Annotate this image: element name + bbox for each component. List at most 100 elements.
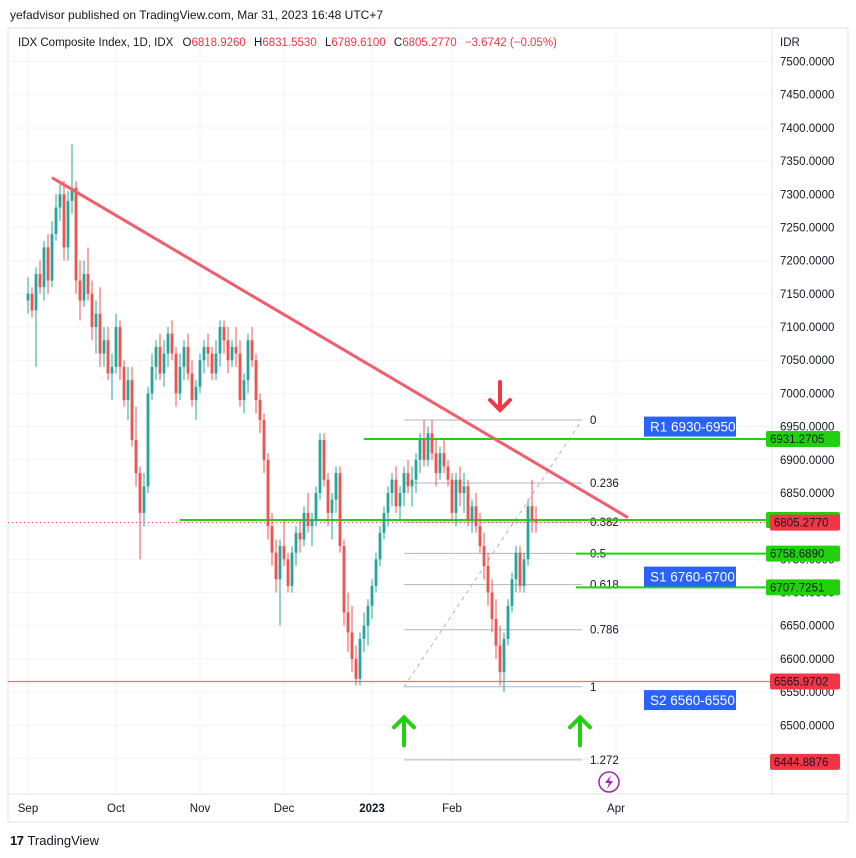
candle-up (198, 360, 202, 387)
candle-down (354, 658, 358, 679)
candle-up (230, 346, 234, 361)
candle-down (342, 546, 346, 613)
candle-down (262, 419, 266, 460)
candle-down (446, 466, 450, 480)
candle-down (138, 473, 142, 513)
up-arrow-icon (392, 714, 416, 748)
candle-down (46, 247, 50, 281)
candle-up (378, 532, 382, 560)
chart-frame (7, 27, 849, 823)
y-tick-label: 7150.0000 (780, 289, 834, 301)
candle-down (534, 519, 538, 523)
candle-down (394, 479, 398, 507)
candles (26, 144, 538, 693)
candle-up (302, 512, 306, 540)
level-price-label: 6931.2705 (770, 434, 824, 446)
downtrend-line[interactable] (51, 176, 629, 519)
horizontal-levels[interactable] (8, 438, 772, 683)
candle-up (214, 353, 218, 374)
y-tick-label: 7350.0000 (780, 156, 834, 168)
price-label-text: 6565.9702 (774, 677, 828, 689)
y-tick-label: 6950.0000 (780, 422, 834, 434)
candle-down (190, 373, 194, 401)
candle-up (402, 473, 406, 493)
y-tick-label: 6850.0000 (780, 488, 834, 500)
candle-up (278, 546, 282, 580)
y-tick-label: 6600.0000 (780, 654, 834, 666)
low-value: 6789.6100 (331, 37, 385, 49)
candle-down (222, 327, 226, 341)
candle-up (514, 552, 518, 580)
candle-up (470, 506, 474, 520)
candle-up (202, 346, 206, 361)
candle-up (506, 605, 510, 640)
candle-down (254, 360, 258, 401)
zone-label-box (644, 566, 736, 587)
low-label: L (325, 37, 332, 49)
zone-label-text: R1 6930-6950 (650, 420, 736, 435)
y-tick-label: 7400.0000 (780, 123, 834, 135)
candle-down (86, 273, 90, 294)
candle-down (274, 552, 278, 580)
candle-up (26, 293, 30, 301)
candle-up (310, 519, 314, 527)
candle-up (194, 386, 198, 401)
candle-down (478, 526, 482, 547)
candle-up (454, 479, 458, 513)
candle-up (182, 346, 186, 367)
candle-down (118, 327, 122, 367)
candle-up (102, 340, 106, 354)
y-tick-label: 7100.0000 (780, 322, 834, 334)
candle-up (398, 492, 402, 507)
price-axis[interactable]: 7500.0000 7450.0000 7400.0000 7350.0000 7300… (766, 57, 840, 770)
candle-down (430, 433, 434, 454)
candle-up (330, 499, 334, 513)
lightning-icon[interactable] (598, 771, 620, 793)
zone-label-box (644, 690, 736, 711)
candle-up (526, 506, 530, 560)
candle-up (314, 492, 318, 520)
candle-up (290, 552, 294, 586)
candle-down (74, 187, 78, 281)
candle-down (406, 473, 410, 487)
candle-down (490, 592, 494, 620)
y-tick-label: 7500.0000 (780, 57, 834, 69)
candle-down (482, 546, 486, 566)
candle-down (234, 346, 238, 354)
y-tick-label: 6550.0000 (780, 687, 834, 699)
candle-up (366, 605, 370, 626)
y-tick-label: 7050.0000 (780, 355, 834, 367)
candle-down (442, 453, 446, 467)
candle-up (150, 366, 154, 394)
candle-up (382, 512, 386, 533)
candle-down (350, 632, 354, 659)
candle-up (94, 313, 98, 328)
candle-down (466, 486, 470, 520)
level-price-label: 6707.7251 (770, 582, 824, 594)
high-label: H (254, 37, 262, 49)
candle-up (410, 479, 414, 487)
candle-down (346, 612, 350, 633)
time-axis[interactable]: Sep Oct Nov Dec 2023 Feb Apr (18, 803, 625, 815)
y-tick-label: 6500.0000 (780, 720, 834, 732)
candle-up (438, 453, 442, 474)
candle-up (358, 639, 362, 679)
x-tick-label: Sep (18, 803, 38, 815)
open-label: O (183, 37, 192, 49)
candle-down (498, 645, 502, 673)
candle-up (334, 473, 338, 500)
level-price-box (766, 545, 840, 562)
y-tick-label: 7250.0000 (780, 222, 834, 234)
candle-up (82, 273, 86, 301)
y-tick-label: 7450.0000 (780, 90, 834, 102)
candle-down (530, 506, 534, 520)
footer: 17 TradingView (10, 833, 99, 848)
candle-up (374, 559, 378, 586)
candle-down (78, 280, 82, 301)
candle-down (62, 194, 66, 248)
trendline[interactable] (51, 176, 629, 519)
candle-down (258, 400, 262, 420)
x-tick-label: Dec (274, 803, 295, 815)
fib-level-label: 1 (590, 682, 596, 694)
